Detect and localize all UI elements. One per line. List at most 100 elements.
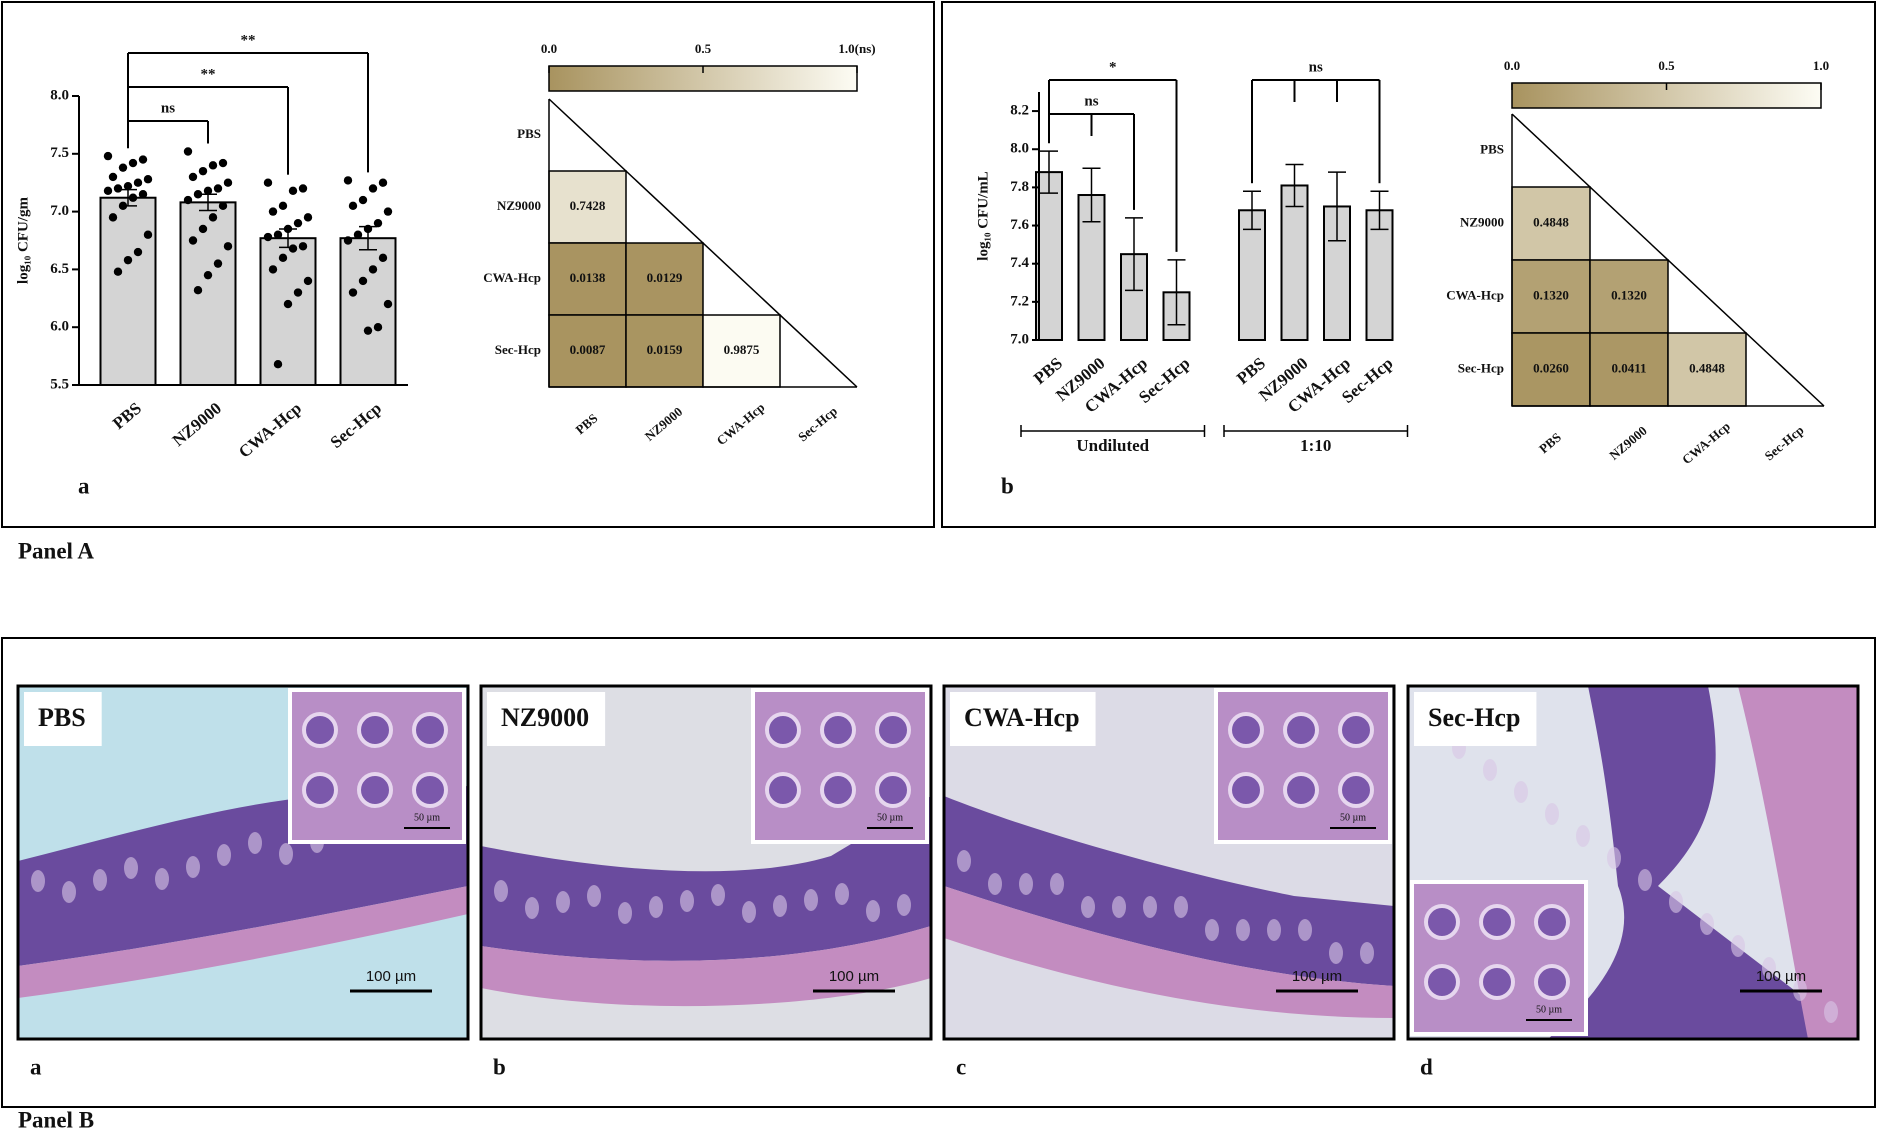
y-tick-label: 7.0 bbox=[1010, 331, 1029, 347]
micrograph: 50 µm 100 µm CWA-Hcp bbox=[944, 686, 1394, 1039]
data-point bbox=[138, 155, 148, 164]
inset-scale-label: 50 µm bbox=[1340, 812, 1366, 823]
inset-crypt bbox=[1479, 904, 1515, 940]
inset-crypt bbox=[1534, 964, 1570, 1000]
heatmap-cell bbox=[702, 314, 781, 388]
crypt bbox=[1360, 942, 1374, 964]
group-label: Undiluted bbox=[1076, 436, 1149, 455]
row-label: CWA-Hcp bbox=[483, 270, 541, 285]
y-tick-label: 7.0 bbox=[50, 203, 69, 219]
data-point bbox=[138, 190, 148, 199]
crypt bbox=[1019, 873, 1033, 895]
data-point bbox=[108, 172, 118, 182]
data-point bbox=[283, 224, 293, 234]
micrograph: 50 µm 100 µm NZ9000 bbox=[481, 686, 931, 1039]
data-point bbox=[373, 218, 383, 228]
data-point bbox=[113, 184, 123, 193]
inset-crypt bbox=[302, 712, 338, 748]
micrograph-frame bbox=[942, 684, 1396, 1041]
panel-box bbox=[941, 1, 1876, 528]
crypt bbox=[248, 832, 262, 854]
data-point bbox=[293, 218, 303, 228]
row-label: Sec-Hcp bbox=[1458, 360, 1504, 375]
crypt bbox=[1514, 781, 1528, 803]
data-point bbox=[278, 201, 288, 211]
bar bbox=[1035, 171, 1063, 341]
data-point bbox=[203, 186, 213, 195]
data-point bbox=[188, 236, 198, 245]
scale-bar-label: 100 µm bbox=[829, 968, 879, 985]
data-point bbox=[183, 147, 193, 156]
heatmap-cell bbox=[1589, 259, 1669, 334]
data-point bbox=[223, 242, 233, 251]
data-point bbox=[293, 288, 303, 297]
data-point bbox=[263, 178, 273, 187]
panel-box bbox=[1, 637, 1876, 1108]
y-tick-label: 8.2 bbox=[1010, 103, 1029, 119]
title-box bbox=[950, 692, 1096, 746]
title-box bbox=[1414, 692, 1537, 746]
micrograph-letter: b bbox=[493, 1054, 506, 1079]
inset-crypt bbox=[357, 712, 393, 748]
crypt bbox=[804, 889, 818, 911]
data-point bbox=[273, 230, 283, 239]
significance-label: * bbox=[1109, 59, 1117, 75]
data-point bbox=[123, 255, 133, 265]
cell-value: 0.4848 bbox=[1689, 360, 1725, 375]
inset-crypt bbox=[1228, 772, 1264, 808]
data-point bbox=[143, 230, 153, 239]
panel-letter: b bbox=[1001, 473, 1014, 498]
panel-box bbox=[1, 1, 935, 528]
inset-crypt bbox=[357, 772, 393, 808]
data-point bbox=[208, 213, 218, 222]
crypt bbox=[1081, 896, 1095, 918]
crypt bbox=[279, 843, 293, 865]
cell-value: 0.0411 bbox=[1611, 360, 1646, 375]
significance-label: ** bbox=[201, 66, 216, 82]
colorbar-tick-label: 0.0 bbox=[1504, 58, 1520, 73]
crypt bbox=[1576, 825, 1590, 847]
heatmap-cell bbox=[1511, 259, 1591, 334]
tissue bbox=[481, 796, 931, 961]
cell-value: 0.1320 bbox=[1611, 287, 1647, 302]
column-label: NZ9000 bbox=[642, 404, 685, 444]
micrograph-frame bbox=[16, 684, 470, 1041]
data-point bbox=[288, 186, 298, 195]
crypt bbox=[217, 844, 231, 866]
x-tick-label: PBS bbox=[109, 399, 145, 434]
data-point bbox=[113, 267, 123, 276]
micrograph: 50 µm 100 µm Sec-Hcp bbox=[1408, 686, 1858, 1039]
cell-value: 0.0087 bbox=[570, 342, 606, 357]
column-label: PBS bbox=[1536, 429, 1564, 456]
data-point bbox=[278, 253, 288, 263]
data-point bbox=[218, 201, 228, 211]
inset-crypt bbox=[1534, 904, 1570, 940]
y-tick-label: 6.5 bbox=[50, 261, 69, 277]
crypt bbox=[556, 891, 570, 913]
heatmap-cell bbox=[625, 242, 704, 316]
tissue bbox=[944, 796, 1394, 986]
data-point bbox=[373, 323, 383, 332]
title-box bbox=[24, 692, 102, 746]
crypt bbox=[711, 884, 725, 906]
data-point bbox=[348, 201, 358, 211]
data-point bbox=[268, 207, 278, 216]
scale-bar-label: 100 µm bbox=[1292, 968, 1342, 985]
crypt bbox=[1050, 873, 1064, 895]
data-point bbox=[273, 359, 283, 369]
crypt bbox=[1669, 891, 1683, 913]
data-point bbox=[203, 270, 213, 280]
inset-crypt bbox=[820, 772, 856, 808]
data-point bbox=[208, 161, 218, 170]
cell-value: 0.0159 bbox=[647, 342, 683, 357]
data-point bbox=[128, 193, 138, 202]
muscle-layer bbox=[481, 926, 931, 1007]
data-point bbox=[283, 299, 293, 309]
crypt bbox=[587, 885, 601, 907]
crypt bbox=[1638, 869, 1652, 891]
micrograph-frame bbox=[479, 684, 933, 1041]
data-point bbox=[218, 158, 228, 168]
x-tick-label: Sec-Hcp bbox=[327, 399, 386, 452]
data-point bbox=[343, 236, 353, 245]
y-axis-label: log₁₀ CFU/gm bbox=[15, 197, 31, 284]
